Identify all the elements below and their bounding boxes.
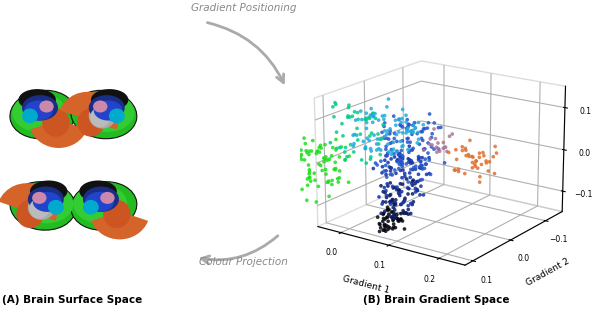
Ellipse shape (29, 198, 49, 219)
Ellipse shape (48, 200, 64, 215)
Y-axis label: Gradient 2: Gradient 2 (525, 257, 571, 288)
Ellipse shape (88, 95, 125, 121)
Text: (A) Brain Surface Space: (A) Brain Surface Space (2, 295, 142, 305)
X-axis label: Gradient 1: Gradient 1 (341, 274, 390, 295)
Wedge shape (92, 211, 148, 239)
Ellipse shape (10, 90, 76, 139)
Text: Colour Projection: Colour Projection (199, 257, 288, 267)
Ellipse shape (22, 109, 38, 123)
Ellipse shape (19, 185, 73, 223)
Ellipse shape (22, 95, 58, 121)
Wedge shape (0, 183, 57, 221)
Ellipse shape (71, 182, 137, 230)
Text: (B) Brain Gradient Space: (B) Brain Gradient Space (363, 295, 510, 305)
Ellipse shape (83, 187, 119, 212)
Ellipse shape (88, 103, 116, 128)
Ellipse shape (16, 200, 43, 228)
Ellipse shape (109, 109, 125, 123)
Text: Gradient Positioning: Gradient Positioning (191, 3, 297, 13)
Ellipse shape (71, 90, 137, 139)
Ellipse shape (12, 93, 66, 132)
Ellipse shape (32, 192, 46, 204)
Ellipse shape (85, 192, 114, 212)
Ellipse shape (90, 107, 110, 127)
Ellipse shape (101, 192, 114, 204)
Ellipse shape (19, 89, 56, 111)
Ellipse shape (94, 100, 123, 121)
Ellipse shape (28, 187, 64, 212)
Ellipse shape (39, 100, 54, 112)
Ellipse shape (24, 100, 53, 121)
Ellipse shape (93, 100, 107, 112)
Ellipse shape (33, 192, 61, 212)
Ellipse shape (81, 93, 134, 132)
Ellipse shape (10, 182, 76, 230)
Ellipse shape (73, 185, 127, 223)
Ellipse shape (91, 89, 128, 111)
Ellipse shape (103, 200, 131, 228)
Ellipse shape (30, 181, 67, 202)
Ellipse shape (42, 109, 70, 137)
Ellipse shape (77, 109, 105, 137)
Ellipse shape (28, 195, 55, 220)
Wedge shape (60, 92, 118, 129)
Wedge shape (30, 120, 87, 148)
Ellipse shape (79, 181, 117, 202)
Ellipse shape (83, 200, 99, 215)
